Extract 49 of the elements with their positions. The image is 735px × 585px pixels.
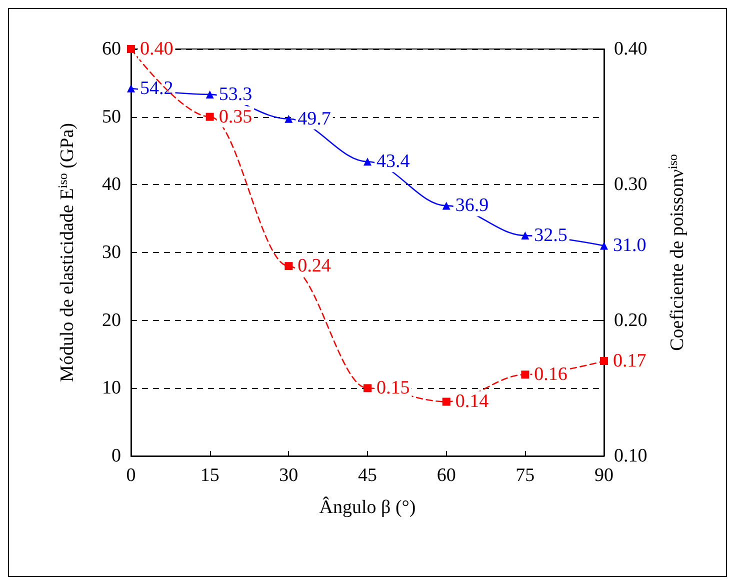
y-tick-label: 60 [102,38,121,60]
data-label: 36.9 [455,195,489,216]
x-tick-label: 30 [279,465,298,486]
y-tick-label: 50 [102,106,121,128]
data-label: 0.24 [298,256,332,277]
point [206,90,214,98]
point [364,384,372,392]
data-label: 32.5 [534,225,568,246]
data-label: 49.7 [298,108,331,130]
data-label: 0.14 [455,391,490,412]
point [521,370,530,379]
point [127,45,135,53]
y-tick-label: 30 [102,242,121,263]
data-label: 53.3 [218,84,252,105]
x-axis-title: Ângulo β (°) [319,496,416,518]
x-tick-label: 15 [200,465,220,486]
point [442,202,450,210]
point [284,114,293,123]
data-label: 43.4 [376,151,410,172]
data-label: 0.15 [376,378,410,399]
y2-tick-label: 0.20 [614,310,648,331]
point [284,262,293,270]
y-tick-label: 10 [102,378,121,399]
point [600,357,608,366]
y2-tick-label: 0.10 [614,446,648,466]
y2-axis-title: Coeficiente de poissonνiso [665,154,688,351]
point [521,232,530,240]
data-label: 0.35 [218,106,252,128]
y-axis-title: Módulo de elasticidade Eiso (GPa) [55,123,78,382]
point [127,84,135,92]
y-tick-label: 0 [112,446,121,466]
point [442,398,450,406]
y2-tick-label: 0.40 [614,38,648,60]
point [600,242,608,250]
x-tick-label: 75 [516,465,535,486]
data-label: 0.40 [140,38,174,60]
data-label: 0.16 [534,364,568,386]
x-tick-label: 90 [594,465,614,486]
y-tick-label: 40 [102,174,121,196]
point [364,158,372,166]
x-tick-label: 60 [436,465,456,486]
data-label: 31.0 [613,235,646,256]
y2-tick-label: 0.30 [614,174,648,196]
x-tick-label: 0 [126,465,136,486]
data-label: 54.2 [140,78,174,99]
y-tick-label: 20 [102,310,121,331]
x-tick-label: 45 [358,465,377,486]
point [206,112,214,121]
data-label: 0.17 [613,350,646,372]
